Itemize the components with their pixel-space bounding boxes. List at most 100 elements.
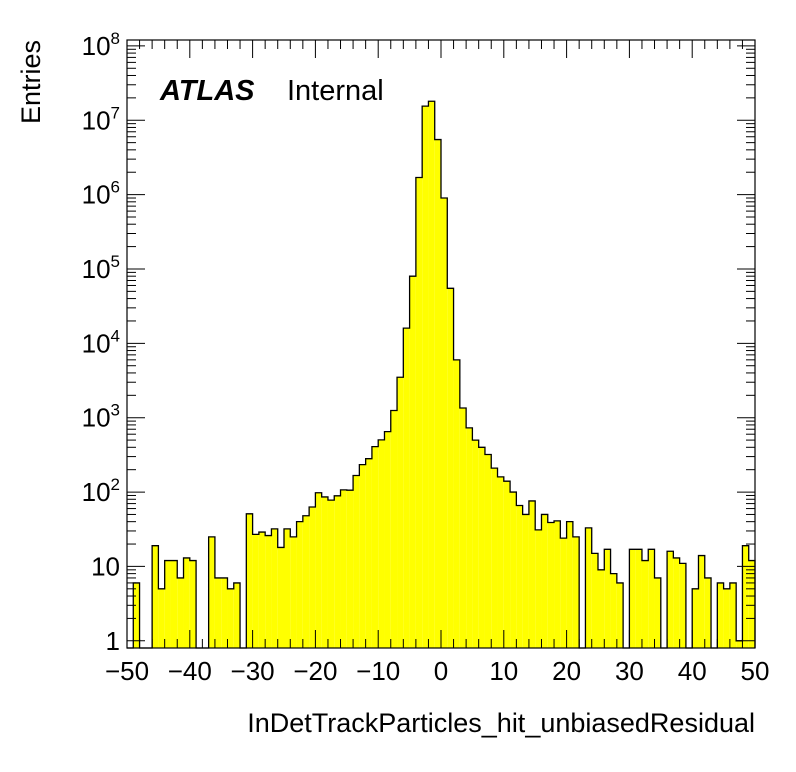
histogram-bin — [378, 439, 385, 648]
histogram-bin — [214, 577, 222, 648]
atlas-label: ATLAS — [159, 75, 255, 107]
x-tick-label: −10 — [356, 656, 400, 686]
histogram-bin — [667, 551, 674, 648]
y-tick-label: 107 — [82, 103, 120, 135]
histogram-bin — [208, 536, 215, 648]
histogram-bin — [491, 468, 498, 648]
histogram-bin — [484, 454, 492, 648]
histogram-bin — [403, 328, 410, 648]
histogram-bin — [472, 440, 479, 648]
x-tick-label: 50 — [741, 656, 770, 686]
histogram-bin — [133, 582, 140, 648]
histogram-bin — [284, 528, 291, 648]
y-tick-label: 103 — [82, 401, 120, 433]
histogram-bin — [748, 560, 755, 648]
histogram-bin — [246, 513, 253, 648]
x-tick-label: −30 — [231, 656, 275, 686]
histogram-bin — [415, 177, 423, 648]
histogram-bin — [371, 446, 379, 648]
histogram-bin — [441, 198, 448, 649]
histogram-bin — [510, 492, 517, 648]
histogram-bin — [221, 577, 228, 648]
histogram-bin — [692, 588, 699, 648]
histogram-bin — [315, 492, 322, 648]
histogram-bin — [585, 527, 592, 648]
histogram-bin — [736, 640, 743, 648]
histogram-bin — [296, 521, 303, 648]
histogram-bin — [390, 410, 398, 648]
histogram-bin — [164, 560, 171, 648]
histogram-bin — [384, 431, 391, 648]
histogram-bin — [466, 427, 473, 648]
histogram-bin — [616, 582, 624, 648]
histogram-bin — [397, 377, 404, 648]
histogram-bin — [635, 549, 642, 648]
histogram-bin — [547, 522, 555, 648]
histogram-bin — [679, 563, 686, 648]
histogram-bin — [478, 447, 485, 648]
histogram-bin — [572, 536, 580, 648]
histogram-bin — [177, 577, 184, 648]
histogram-bin — [704, 577, 712, 648]
histogram-bin — [560, 538, 567, 648]
internal-label: Internal — [287, 75, 384, 107]
y-tick-label: 102 — [82, 475, 120, 507]
histogram-bin — [265, 535, 272, 648]
x-tick-labels: −50 −40 −30 −20 −10 0 10 20 30 40 50 — [105, 656, 770, 686]
histogram-bin — [434, 139, 441, 648]
histogram-bin — [648, 549, 655, 648]
histogram-bin — [641, 560, 649, 648]
histogram-bin — [654, 577, 661, 648]
y-tick-label: 105 — [82, 252, 120, 284]
histogram-bin — [591, 553, 598, 648]
y-tick-labels: 1 10 102 103 104 105 106 107 108 — [82, 29, 120, 656]
histogram-bin — [321, 496, 328, 648]
histogram-bin — [290, 536, 297, 648]
histogram-bin — [346, 490, 354, 648]
histogram-bin — [566, 521, 573, 648]
histogram-bin — [698, 555, 705, 648]
histogram-bin — [359, 464, 366, 648]
histogram-bin — [554, 520, 561, 648]
x-tick-label: −40 — [168, 656, 212, 686]
histogram-bin — [302, 515, 310, 648]
histogram-bin — [742, 545, 749, 648]
histogram-bin — [673, 557, 680, 648]
y-tick-label: 10 — [91, 551, 120, 581]
histogram-bin — [422, 106, 429, 649]
histogram-bin — [497, 476, 504, 648]
histogram-bin — [729, 582, 737, 648]
histogram-bin — [459, 408, 467, 648]
histogram-bin — [629, 549, 636, 648]
x-tick-label: 30 — [615, 656, 644, 686]
y-axis-title: Entries — [16, 40, 46, 124]
x-tick-label: 40 — [678, 656, 707, 686]
histogram-bin — [516, 505, 523, 648]
histogram-bin — [541, 514, 548, 648]
x-tick-label: 0 — [434, 656, 448, 686]
histogram-bin — [170, 560, 178, 648]
y-tick-label: 106 — [82, 178, 120, 210]
histogram-bin — [409, 276, 416, 648]
histogram-bin — [604, 549, 611, 648]
histogram-bin — [723, 588, 730, 648]
x-axis-title: InDetTrackParticles_hit_unbiasedResidual — [247, 708, 755, 738]
histogram-bin — [353, 475, 360, 648]
histogram-bin — [453, 359, 460, 648]
histogram-bin — [189, 560, 197, 648]
histogram-bin — [233, 582, 241, 648]
histogram-bin — [528, 500, 536, 648]
histogram-bin — [183, 557, 190, 648]
histogram-bin — [503, 481, 511, 648]
x-tick-label: −20 — [293, 656, 337, 686]
y-tick-label: 108 — [82, 29, 120, 61]
histogram-bin — [522, 514, 529, 648]
histogram-bin — [428, 101, 435, 649]
axis-ticks — [126, 40, 756, 648]
histogram-bin — [309, 506, 316, 648]
x-tick-label: 10 — [489, 656, 518, 686]
histogram-bin — [334, 495, 341, 648]
histogram-bin — [610, 573, 617, 648]
histogram-bars — [127, 100, 756, 649]
